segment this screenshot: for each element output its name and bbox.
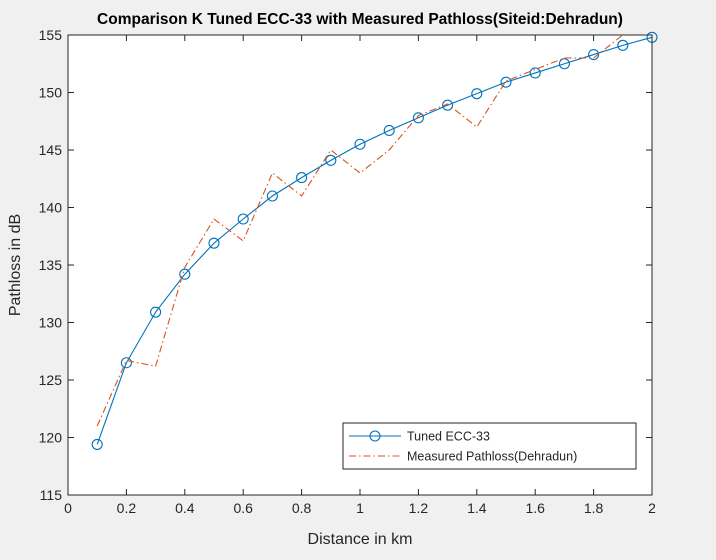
y-tick-label: 140: [39, 200, 63, 216]
legend-item: Measured Pathloss(Dehradun): [349, 450, 577, 464]
y-tick-label: 115: [40, 487, 63, 503]
y-tick-label: 145: [39, 142, 63, 158]
x-tick-label: 1.2: [409, 500, 429, 516]
series-1-point: [529, 67, 541, 79]
legend-marker: [369, 430, 381, 442]
series-1-point: [442, 99, 454, 111]
y-tick-label: 125: [39, 372, 63, 388]
y-tick-label: 130: [39, 315, 63, 331]
y-axis-label: Pathloss in dB: [7, 214, 24, 316]
series-1-point: [325, 154, 337, 166]
x-tick-label: 1: [356, 500, 364, 516]
y-tick-label: 120: [39, 430, 63, 446]
x-tick-label: 1.4: [467, 500, 487, 516]
series-1-point: [617, 39, 629, 51]
series-1-point: [412, 112, 424, 124]
ticks-layer: 0 0.2 0.4 0.6 0.8 1 1.2 1.4 1.6 1.8 2 115 120 125 130 1…: [39, 27, 656, 516]
series-1-point: [150, 306, 162, 318]
series-line-2: [96, 34, 652, 427]
x-tick-label: 0.8: [292, 500, 312, 516]
series-1-point: [354, 138, 366, 150]
series-1-point: [383, 124, 395, 136]
series-1-point: [179, 268, 191, 280]
series-1-point: [120, 357, 132, 369]
chart-title: Comparison K Tuned ECC-33 with Measured …: [97, 11, 623, 28]
series-layer: [91, 31, 658, 450]
y-tick-label: 150: [39, 85, 63, 101]
x-tick-label: 0.6: [233, 500, 253, 516]
series-1-point: [471, 88, 483, 100]
series-1-point: [558, 58, 570, 70]
x-tick-label: 1.8: [584, 500, 604, 516]
series-1-point: [91, 438, 103, 450]
x-tick-label: 2: [648, 500, 656, 516]
x-tick-label: 0.2: [117, 500, 137, 516]
series-1-point: [500, 76, 512, 88]
x-axis-label: Distance in km: [308, 531, 413, 548]
legend-label: Tuned ECC-33: [407, 430, 490, 444]
x-tick-label: 0.4: [175, 500, 195, 516]
x-tick-label: 0: [64, 500, 72, 516]
series-1-point: [237, 213, 249, 225]
y-tick-label: 155: [39, 27, 63, 43]
series-1-point: [208, 237, 220, 249]
y-tick-label: 135: [39, 257, 63, 273]
legend-label: Measured Pathloss(Dehradun): [407, 450, 577, 464]
legend: Tuned ECC-33 Measured Pathloss(Dehradun): [342, 422, 637, 470]
series-1-point: [266, 190, 278, 202]
series-1-point: [296, 172, 308, 184]
x-tick-label: 1.6: [525, 500, 545, 516]
legend-item: Tuned ECC-33: [349, 430, 490, 444]
legend-items: Tuned ECC-33 Measured Pathloss(Dehradun): [349, 430, 577, 464]
legend-box: [342, 422, 637, 470]
plot-area: [68, 35, 652, 495]
